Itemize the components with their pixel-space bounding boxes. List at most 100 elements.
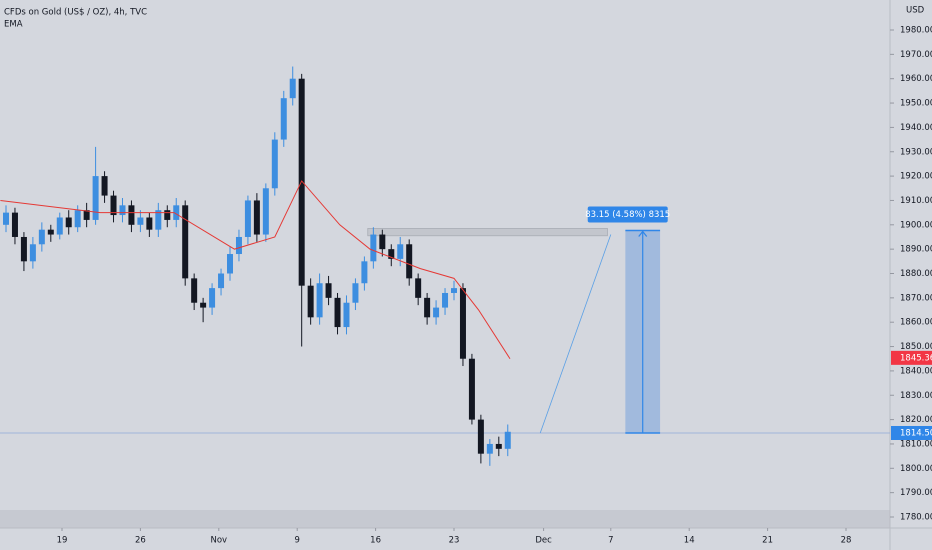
candle-body bbox=[406, 244, 413, 279]
candle-body bbox=[451, 288, 457, 293]
candle-body bbox=[128, 205, 135, 225]
candle-body bbox=[334, 297, 341, 328]
y-tick-label: 1810.00 bbox=[900, 439, 932, 449]
x-tick-label: 9 bbox=[294, 536, 299, 546]
y-tick-label: 1900.00 bbox=[900, 220, 932, 230]
candle-body bbox=[47, 229, 54, 235]
candle-body bbox=[146, 217, 153, 230]
y-tick-label: 1950.00 bbox=[900, 99, 932, 109]
candle-body bbox=[316, 283, 323, 318]
candle-body bbox=[504, 431, 511, 449]
candle-body bbox=[65, 217, 72, 228]
y-tick-label: 1970.00 bbox=[900, 50, 932, 60]
candle-body bbox=[38, 229, 45, 245]
candle-body bbox=[495, 443, 502, 449]
candle-body bbox=[209, 288, 216, 308]
candle-body bbox=[388, 249, 395, 259]
candle-body bbox=[343, 302, 350, 328]
y-tick-label: 1850.00 bbox=[900, 342, 932, 352]
y-tick-label: 1890.00 bbox=[900, 245, 932, 255]
candle-body bbox=[415, 278, 422, 298]
candle-body bbox=[137, 217, 144, 225]
candle-body bbox=[307, 285, 314, 318]
y-tick-label: 1860.00 bbox=[900, 318, 932, 328]
candle-body bbox=[442, 292, 449, 308]
candle-body bbox=[235, 236, 242, 255]
candle-body bbox=[92, 176, 99, 220]
candle-body bbox=[155, 210, 162, 230]
y-tick-label: 1820.00 bbox=[900, 415, 932, 425]
y-tick-label: 1910.00 bbox=[900, 196, 932, 206]
candle-body bbox=[433, 307, 440, 318]
last-price-label-box bbox=[891, 425, 932, 440]
x-tick-label: 16 bbox=[370, 536, 381, 546]
candle-body bbox=[191, 278, 198, 303]
projection-arrow bbox=[539, 234, 612, 434]
y-tick-label: 1780.00 bbox=[900, 513, 932, 523]
y-tick-label: 1800.00 bbox=[900, 464, 932, 474]
candle-body bbox=[379, 234, 386, 250]
x-tick-label: Nov bbox=[211, 536, 228, 546]
candle-body bbox=[370, 234, 377, 262]
candle-body bbox=[325, 283, 332, 298]
y-tick-label: 1980.00 bbox=[900, 26, 932, 36]
candle-body bbox=[468, 358, 475, 420]
candle-body bbox=[271, 139, 278, 189]
candle-body bbox=[29, 244, 36, 262]
candle-body bbox=[352, 283, 359, 303]
candle-body bbox=[119, 205, 126, 216]
x-tick-label: 26 bbox=[135, 536, 146, 546]
resistance-zone bbox=[367, 228, 608, 237]
indicator-label: EMA bbox=[4, 20, 23, 30]
candle-body bbox=[486, 443, 493, 454]
candle-body bbox=[11, 212, 18, 237]
candle-body bbox=[110, 195, 117, 216]
x-tick-label: 19 bbox=[57, 536, 68, 546]
axis-unit: USD bbox=[906, 6, 925, 16]
x-tick-label: 7 bbox=[608, 536, 613, 546]
candle-body bbox=[424, 297, 431, 318]
y-tick-label: 1880.00 bbox=[900, 269, 932, 279]
candle-body bbox=[74, 210, 81, 228]
selection-band bbox=[0, 510, 890, 528]
candle-body bbox=[20, 236, 27, 262]
y-tick-label: 1830.00 bbox=[900, 391, 932, 401]
y-tick-label: 1960.00 bbox=[900, 74, 932, 84]
chart-title: CFDs on Gold (US$ / OZ), 4h, TVC bbox=[4, 8, 147, 18]
candle-body bbox=[459, 288, 466, 359]
candle-body bbox=[298, 78, 305, 286]
x-tick-label: 28 bbox=[841, 536, 852, 546]
candle-body bbox=[227, 254, 233, 274]
candle-body bbox=[200, 302, 207, 308]
ema-line bbox=[0, 180, 511, 359]
candle-body bbox=[280, 98, 287, 140]
y-tick-label: 1790.00 bbox=[900, 488, 932, 498]
candle-body bbox=[3, 212, 9, 225]
candle-body bbox=[289, 78, 296, 99]
candle-body bbox=[182, 205, 189, 279]
last-price-label: 1814.50 bbox=[900, 428, 932, 438]
y-tick-label: 1940.00 bbox=[900, 123, 932, 133]
position-arrowhead bbox=[638, 230, 648, 237]
y-tick-label: 1870.00 bbox=[900, 293, 932, 303]
x-tick-label: 14 bbox=[684, 536, 695, 546]
ema-price-label-box bbox=[891, 350, 932, 365]
candle-body bbox=[164, 210, 171, 220]
candle-body bbox=[83, 210, 90, 220]
candle-body bbox=[101, 176, 108, 196]
x-tick-label: 23 bbox=[449, 536, 460, 546]
candle-body bbox=[253, 200, 260, 235]
candle-body bbox=[218, 273, 225, 289]
candle-body bbox=[361, 261, 368, 284]
candle-body bbox=[477, 419, 484, 454]
y-tick-label: 1930.00 bbox=[900, 147, 932, 157]
candle-body bbox=[244, 200, 251, 237]
y-tick-label: 1920.00 bbox=[900, 172, 932, 182]
position-label-box bbox=[587, 206, 668, 223]
candle-body bbox=[56, 217, 63, 235]
candle-body bbox=[173, 205, 180, 220]
x-tick-label: 21 bbox=[762, 536, 773, 546]
candle-body bbox=[397, 244, 404, 259]
